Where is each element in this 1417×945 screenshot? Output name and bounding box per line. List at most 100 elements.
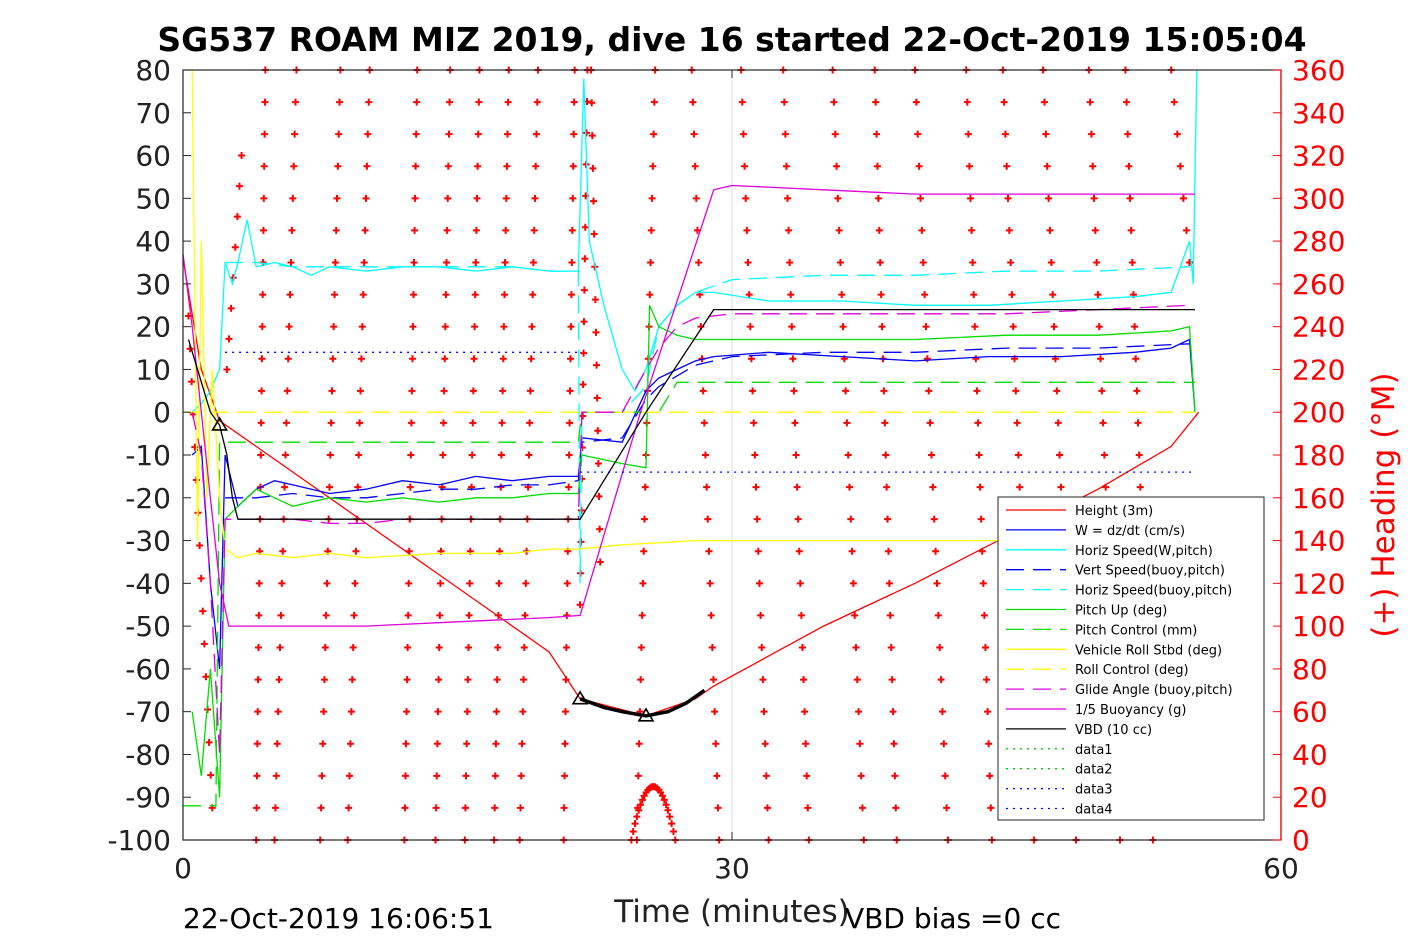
heading-point (532, 130, 540, 138)
series-line-5 (191, 305, 1196, 798)
heading-point (258, 355, 266, 363)
heading-point (592, 328, 600, 336)
heading-point (984, 708, 992, 716)
heading-point (565, 451, 573, 459)
y-right-tick-label: 60 (1292, 696, 1328, 729)
heading-point (492, 740, 500, 748)
heading-point (433, 772, 441, 780)
series-line-3 (225, 343, 1190, 499)
heading-point (713, 772, 721, 780)
heading-point (491, 772, 499, 780)
heading-point (254, 676, 262, 684)
legend-label: Vehicle Roll Stbd (deg) (1075, 643, 1222, 658)
heading-point (742, 194, 750, 202)
heading-point (689, 98, 697, 106)
heading-point (639, 579, 647, 587)
heading-point (1093, 259, 1101, 266)
heading-point (941, 772, 949, 780)
y-right-tick-label: 160 (1292, 482, 1345, 515)
heading-point (707, 611, 715, 619)
heading-point (1007, 259, 1015, 266)
heading-point (350, 611, 358, 619)
heading-point (1100, 451, 1108, 459)
y-right-tick-label: 280 (1292, 225, 1345, 258)
heading-point (1013, 419, 1021, 427)
heading-point (272, 772, 280, 780)
heading-point (443, 226, 451, 234)
heading-point (795, 547, 803, 555)
heading-point (785, 226, 793, 234)
heading-point (594, 427, 602, 435)
heading-point (1126, 194, 1134, 202)
heading-point (1049, 291, 1057, 299)
heading-point (253, 740, 261, 748)
heading-point (1091, 226, 1099, 234)
legend-label: 1/5 Buoyancy (g) (1075, 703, 1186, 718)
heading-point (797, 611, 805, 619)
legend-label: Horiz Speed(W,pitch) (1075, 544, 1213, 559)
heading-point (857, 772, 865, 780)
heading-point (761, 740, 769, 748)
heading-point (326, 451, 334, 459)
heading-point (1043, 162, 1051, 170)
heading-point (287, 259, 295, 266)
heading-point (1094, 291, 1102, 299)
heading-point (334, 162, 342, 170)
heading-point (757, 611, 765, 619)
heading-point (406, 483, 414, 491)
heading-point (560, 804, 568, 812)
legend-entries: Height (3m) W = dz/dt (cm/s) Horiz Speed(W… (1006, 504, 1233, 818)
heading-point (255, 611, 263, 619)
heading-point (528, 323, 536, 331)
heading-point (410, 291, 418, 299)
heading-point (791, 419, 799, 427)
heading-point (926, 419, 934, 427)
series-line-4 (225, 261, 1190, 584)
heading-point (703, 483, 711, 491)
heading-point (260, 162, 268, 170)
heading-point (466, 579, 474, 587)
legend-label: Height (3m) (1075, 504, 1153, 519)
heading-point (668, 820, 676, 828)
heading-point (317, 804, 325, 812)
heading-point (520, 644, 528, 651)
series-line-2 (191, 69, 1198, 413)
heading-point (318, 772, 326, 780)
y-tick-label: 40 (135, 225, 171, 258)
legend-label: Vert Speed(buoy,pitch) (1075, 564, 1225, 579)
heading-point (885, 579, 893, 587)
heading-point (462, 772, 470, 780)
heading-point (197, 574, 205, 582)
y-right-tick-label: 80 (1292, 653, 1328, 686)
heading-point (570, 98, 578, 106)
heading-point (977, 515, 985, 523)
heading-point (967, 194, 975, 202)
heading-point (750, 419, 758, 427)
heading-point (321, 644, 329, 651)
y-tick-label: -70 (125, 696, 171, 729)
heading-point (362, 194, 370, 202)
heading-point (504, 98, 512, 106)
heading-point (568, 259, 576, 266)
x-tick-label: 0 (174, 852, 192, 885)
heading-point (502, 226, 510, 234)
legend: Height (3m) W = dz/dt (cm/s) Horiz Speed(W… (997, 496, 1265, 821)
heading-point (923, 355, 931, 363)
heading-point (638, 796, 646, 804)
heading-point (790, 387, 798, 395)
heading-point (278, 579, 286, 587)
heading-point (355, 451, 363, 459)
heading-point (352, 547, 360, 555)
heading-point (1001, 130, 1009, 138)
heading-point (569, 194, 577, 202)
heading-point (855, 708, 863, 716)
heading-point (436, 579, 444, 587)
heading-point (434, 708, 442, 716)
heading-point (333, 194, 341, 202)
y-tick-label: -10 (125, 439, 171, 472)
heading-point (588, 99, 596, 107)
heading-point (1132, 355, 1140, 363)
y-right-tick-label: 200 (1292, 396, 1345, 429)
heading-point (580, 349, 588, 357)
heading-point (440, 387, 448, 395)
